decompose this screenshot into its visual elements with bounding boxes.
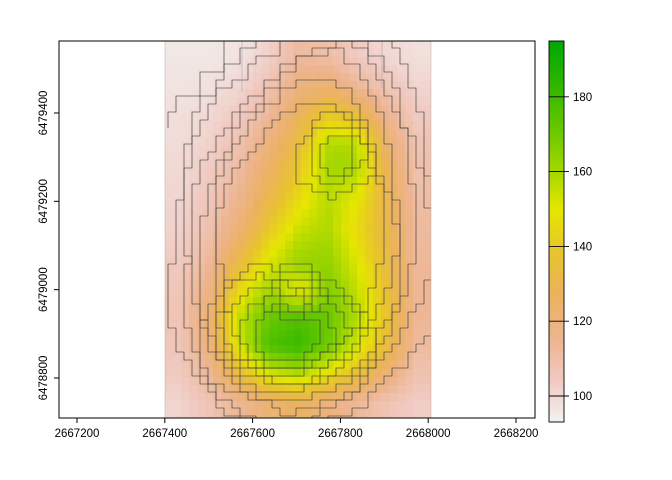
contour-line [263,263,329,321]
contour-line [319,135,353,177]
x-tick-label: 2668000 [406,428,451,440]
y-tick-label: 6479000 [38,267,50,312]
contour-line [191,41,417,417]
x-tick-label: 2667800 [318,428,363,440]
y-axis: 6478800 6479000 6479200 6479400 [38,91,59,401]
contour-lines [167,41,431,418]
contour-line [167,41,431,418]
contour-line [215,271,369,393]
plot-border [58,40,536,419]
legend-tick-label: 180 [573,92,592,104]
color-legend: 100 120 140 160 180 [548,40,592,423]
contour-line [199,47,401,385]
x-tick-label: 2668200 [494,428,539,440]
x-axis: 2667200 2667400 2667600 2667800 2668000 26682… [55,418,539,440]
x-tick-label: 2667200 [55,428,100,440]
contour-line [295,111,377,201]
legend-tick-label: 100 [573,391,592,403]
boundary-lines [241,41,383,92]
y-tick-label: 6478800 [38,356,50,401]
contour-line [279,279,313,313]
legend-tick-label: 160 [573,167,592,179]
legend-tick-label: 120 [573,316,592,328]
contour-line [199,263,377,401]
y-tick-label: 6479200 [38,179,50,224]
contour-line [311,127,369,185]
heatmap-raster [165,41,431,418]
legend-color-bar [548,40,565,423]
x-tick-label: 2667600 [230,428,275,440]
y-tick-label: 6479400 [38,91,50,136]
contour-line [223,287,353,385]
contour-line [167,41,225,128]
x-tick-label: 2667400 [142,428,187,440]
legend-tick-label: 140 [573,241,592,253]
